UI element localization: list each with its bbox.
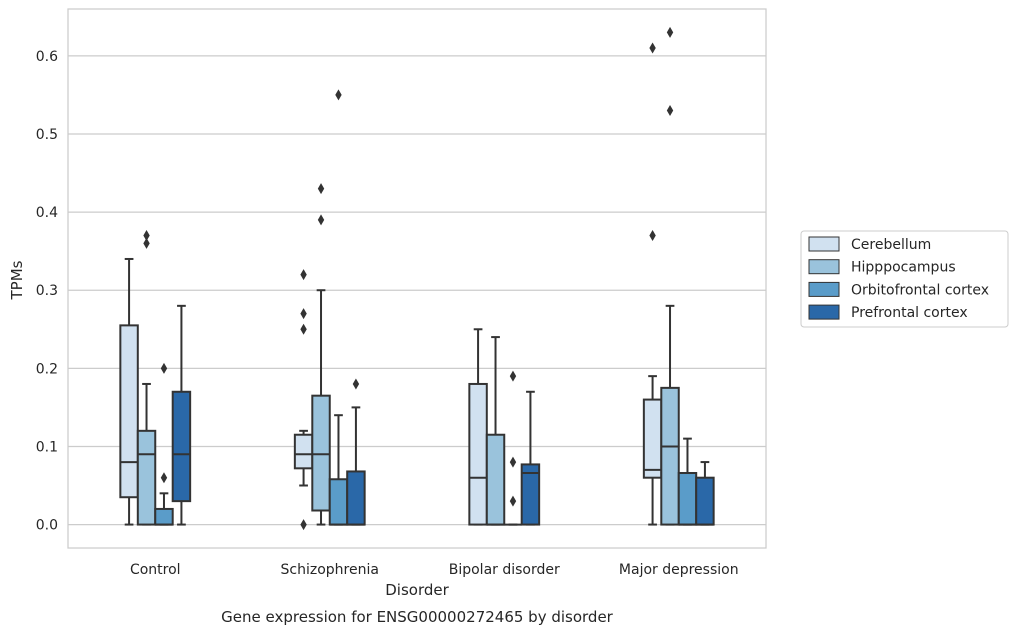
box-0-0 — [119, 257, 139, 526]
y-tick-label: 0.2 — [36, 361, 58, 377]
box-2-3 — [520, 390, 541, 526]
x-axis-label: Disorder — [385, 581, 449, 599]
y-tick-label: 0.0 — [36, 518, 58, 534]
iqr-box — [695, 476, 715, 526]
outlier-point — [666, 26, 674, 38]
legend-swatch — [808, 304, 840, 320]
legend-items: Cerebellum Hipppocampus Orbitofrontal cort… — [808, 236, 989, 321]
outlier-point — [509, 456, 517, 468]
legend-entry: Orbitofrontal cortex — [808, 281, 989, 298]
outlier-point — [143, 230, 150, 242]
outlier-point — [300, 269, 307, 281]
outlier-point — [160, 472, 168, 484]
legend-swatch — [808, 281, 840, 297]
iqr-box — [328, 478, 349, 526]
iqr-box — [660, 386, 680, 526]
iqr-box — [154, 507, 174, 526]
box-2-1 — [485, 336, 506, 526]
outlier-point — [649, 230, 656, 242]
legend-label: Orbitofrontal cortex — [851, 282, 989, 298]
outlier-point — [160, 362, 168, 374]
box-2-2 — [504, 370, 522, 526]
x-tick-label: Control — [130, 562, 181, 578]
iqr-box — [119, 324, 139, 499]
y-tick-label: 0.3 — [36, 283, 58, 299]
iqr-box — [136, 429, 157, 526]
outlier-point — [649, 42, 656, 54]
box-1-1 — [311, 183, 331, 526]
x-tick-label: Major depression — [619, 562, 739, 578]
boxes-layer — [119, 26, 715, 531]
box-1-2 — [328, 89, 349, 526]
y-tick-label: 0.1 — [36, 439, 58, 455]
box-3-1 — [660, 26, 680, 526]
legend-label: Cerebellum — [851, 237, 931, 253]
iqr-box — [520, 463, 541, 526]
outlier-point — [509, 370, 517, 382]
outlier-point — [317, 183, 325, 195]
outlier-point — [300, 308, 307, 320]
iqr-box — [677, 472, 698, 526]
outlier-point — [143, 237, 150, 249]
outlier-point — [335, 89, 342, 101]
box-0-2 — [154, 362, 174, 526]
plot-frame — [67, 8, 767, 549]
legend: Cerebellum Hipppocampus Orbitofrontal cort… — [800, 230, 1009, 328]
x-tick-label: Schizophrenia — [281, 562, 379, 578]
legend-label: Hipppocampus — [851, 260, 956, 276]
iqr-box — [346, 470, 366, 526]
y-tick-label: 0.6 — [36, 49, 58, 65]
y-axis-label: TPMs — [8, 260, 26, 300]
legend-label: Prefrontal cortex — [851, 305, 968, 321]
figure-caption: Gene expression for ENSG00000272465 by d… — [221, 608, 614, 626]
legend-swatch — [808, 259, 840, 275]
iqr-box — [171, 390, 192, 503]
box-1-0 — [293, 269, 314, 531]
legend-entry: Cerebellum — [808, 236, 931, 253]
outlier-point — [300, 323, 307, 335]
outlier-point — [352, 378, 360, 390]
legend-frame — [800, 230, 1009, 328]
iqr-box — [468, 382, 488, 526]
y-tick-labels: 0.0 0.1 0.2 0.3 0.4 0.5 0.6 — [36, 49, 58, 534]
iqr-box — [293, 433, 314, 470]
legend-entry: Prefrontal cortex — [808, 304, 968, 321]
x-tick-labels: Control Schizophrenia Bipolar disorder Majo… — [130, 562, 739, 578]
y-tick-label: 0.5 — [36, 127, 58, 143]
box-3-3 — [695, 461, 715, 526]
outlier-point — [666, 105, 674, 117]
iqr-box — [485, 433, 506, 526]
outlier-point — [509, 495, 517, 507]
y-tick-label: 0.4 — [36, 205, 58, 221]
outlier-point — [317, 214, 325, 226]
iqr-box — [311, 394, 331, 512]
legend-swatch — [808, 236, 840, 252]
box-0-1 — [136, 230, 157, 526]
legend-entry: Hipppocampus — [808, 259, 956, 276]
box-1-3 — [346, 378, 366, 526]
iqr-box — [642, 398, 663, 479]
x-tick-label: Bipolar disorder — [449, 562, 560, 578]
box-0-3 — [171, 304, 192, 526]
outlier-point — [300, 519, 307, 531]
